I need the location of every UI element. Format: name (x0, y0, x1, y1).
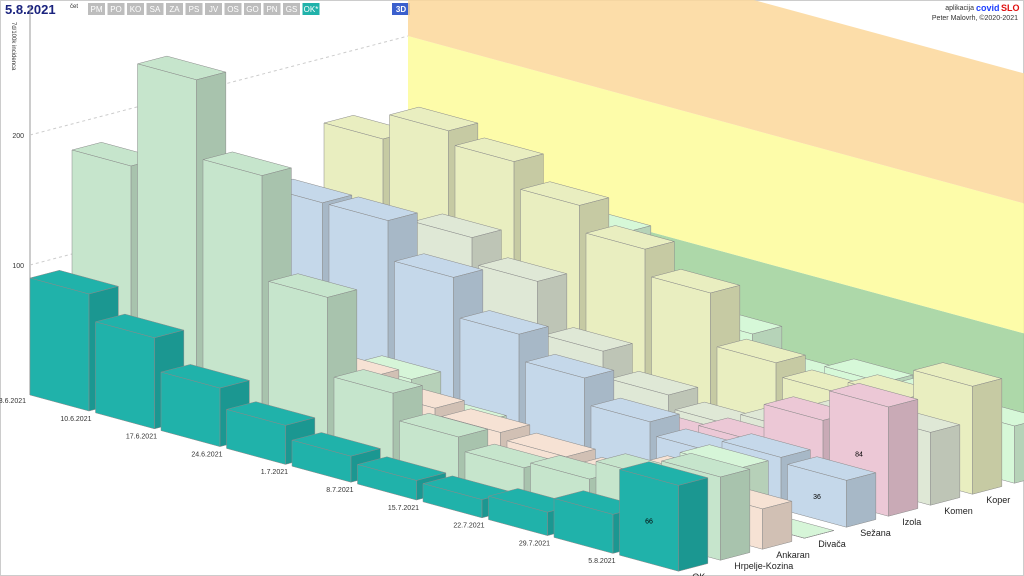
x-tick-label: 1.7.2021 (261, 469, 288, 476)
series-label: Sežana (860, 528, 891, 538)
tab-label[interactable]: GO (246, 5, 258, 14)
value-label: 84 (855, 452, 863, 459)
tab-button[interactable] (283, 3, 300, 15)
app-prefix: aplikacija (945, 5, 974, 12)
tab-label[interactable]: PS (189, 5, 200, 14)
grid-line (29, 35, 409, 136)
x-tick-label: 8.7.2021 (326, 487, 353, 494)
mode-button[interactable] (392, 3, 410, 15)
bar-front (29, 277, 90, 412)
tab-button[interactable] (263, 3, 281, 15)
bar-side (846, 472, 877, 528)
mode-label[interactable]: 3D (396, 5, 406, 14)
tab-button[interactable] (205, 3, 222, 15)
tab-label[interactable]: PO (110, 5, 122, 14)
tab-label[interactable]: PN (266, 5, 277, 14)
bar-front (787, 464, 847, 528)
tab-button[interactable] (166, 3, 183, 15)
bar-side (930, 424, 961, 506)
bar-side (762, 500, 793, 550)
tab-button[interactable] (224, 3, 242, 15)
tab-label[interactable]: SA (150, 5, 161, 14)
tab-label[interactable]: OK* (304, 5, 319, 14)
bar-front (422, 483, 483, 519)
value-label: 36 (813, 494, 821, 501)
bar-side (1014, 423, 1024, 484)
x-tick-label: 15.7.2021 (388, 505, 419, 512)
bar-front (291, 439, 352, 483)
bar-front (95, 321, 155, 430)
author: Peter Malovrh, ©2020-2021 (932, 14, 1018, 22)
tab-label[interactable]: ZA (169, 5, 180, 14)
bar-side (888, 398, 919, 517)
x-tick-label: 5.8.2021 (588, 558, 615, 565)
series-label: Ankaran (776, 550, 810, 560)
bar-side (678, 477, 709, 572)
bar (786, 456, 877, 528)
zone (408, 0, 1024, 204)
zone (408, 36, 1024, 334)
series-label: OK (692, 572, 705, 576)
bar (618, 461, 709, 572)
tab-button[interactable] (127, 3, 144, 15)
x-tick-label: 29.7.2021 (519, 540, 550, 547)
series-label: Koper (986, 495, 1010, 505)
x-tick-label: 10.6.2021 (60, 416, 91, 423)
tab-button[interactable] (107, 3, 125, 15)
bar-front (619, 469, 679, 572)
x-tick-label: 3.6.2021 (0, 398, 26, 405)
tab-label[interactable]: KO (130, 5, 142, 14)
value-label: 66 (645, 518, 653, 525)
tab-button[interactable] (244, 3, 261, 15)
bar-front (553, 498, 614, 554)
x-tick-label: 22.7.2021 (453, 523, 484, 530)
series-label: Divača (818, 539, 846, 549)
x-tick-label: 24.6.2021 (191, 451, 222, 458)
tab-button[interactable] (146, 3, 164, 15)
app-name: SLO (1001, 3, 1020, 13)
series-label: Hrpelje-Kozina (734, 561, 793, 571)
tab-button[interactable] (302, 3, 320, 15)
weekday: čet (70, 4, 78, 10)
tab-label[interactable]: OS (227, 5, 239, 14)
bar-front (226, 409, 286, 465)
series-label: Izola (902, 517, 921, 527)
x-tick-label: 17.6.2021 (126, 434, 157, 441)
tab-label[interactable]: PM (91, 5, 103, 14)
bar-side (972, 378, 1003, 495)
toolbar: PM PO KO SA ZA PS JV OS GO PN GS OK* (88, 3, 320, 15)
tab-label[interactable]: JV (209, 5, 219, 14)
tab-button[interactable] (88, 3, 105, 15)
bar-side (720, 468, 751, 561)
tab-label[interactable]: GS (286, 5, 298, 14)
tab-button[interactable] (185, 3, 203, 15)
bar-side (804, 530, 834, 539)
bar-front (357, 464, 417, 501)
app-name: covid (976, 3, 1000, 13)
series-label: Komen (944, 506, 973, 516)
bar-front (488, 495, 548, 536)
y-axis-label: 7d/100k incidenca (10, 22, 16, 71)
bar-front (160, 371, 221, 447)
y-tick-label: 200 (12, 133, 24, 140)
y-tick-label: 100 (12, 263, 24, 270)
